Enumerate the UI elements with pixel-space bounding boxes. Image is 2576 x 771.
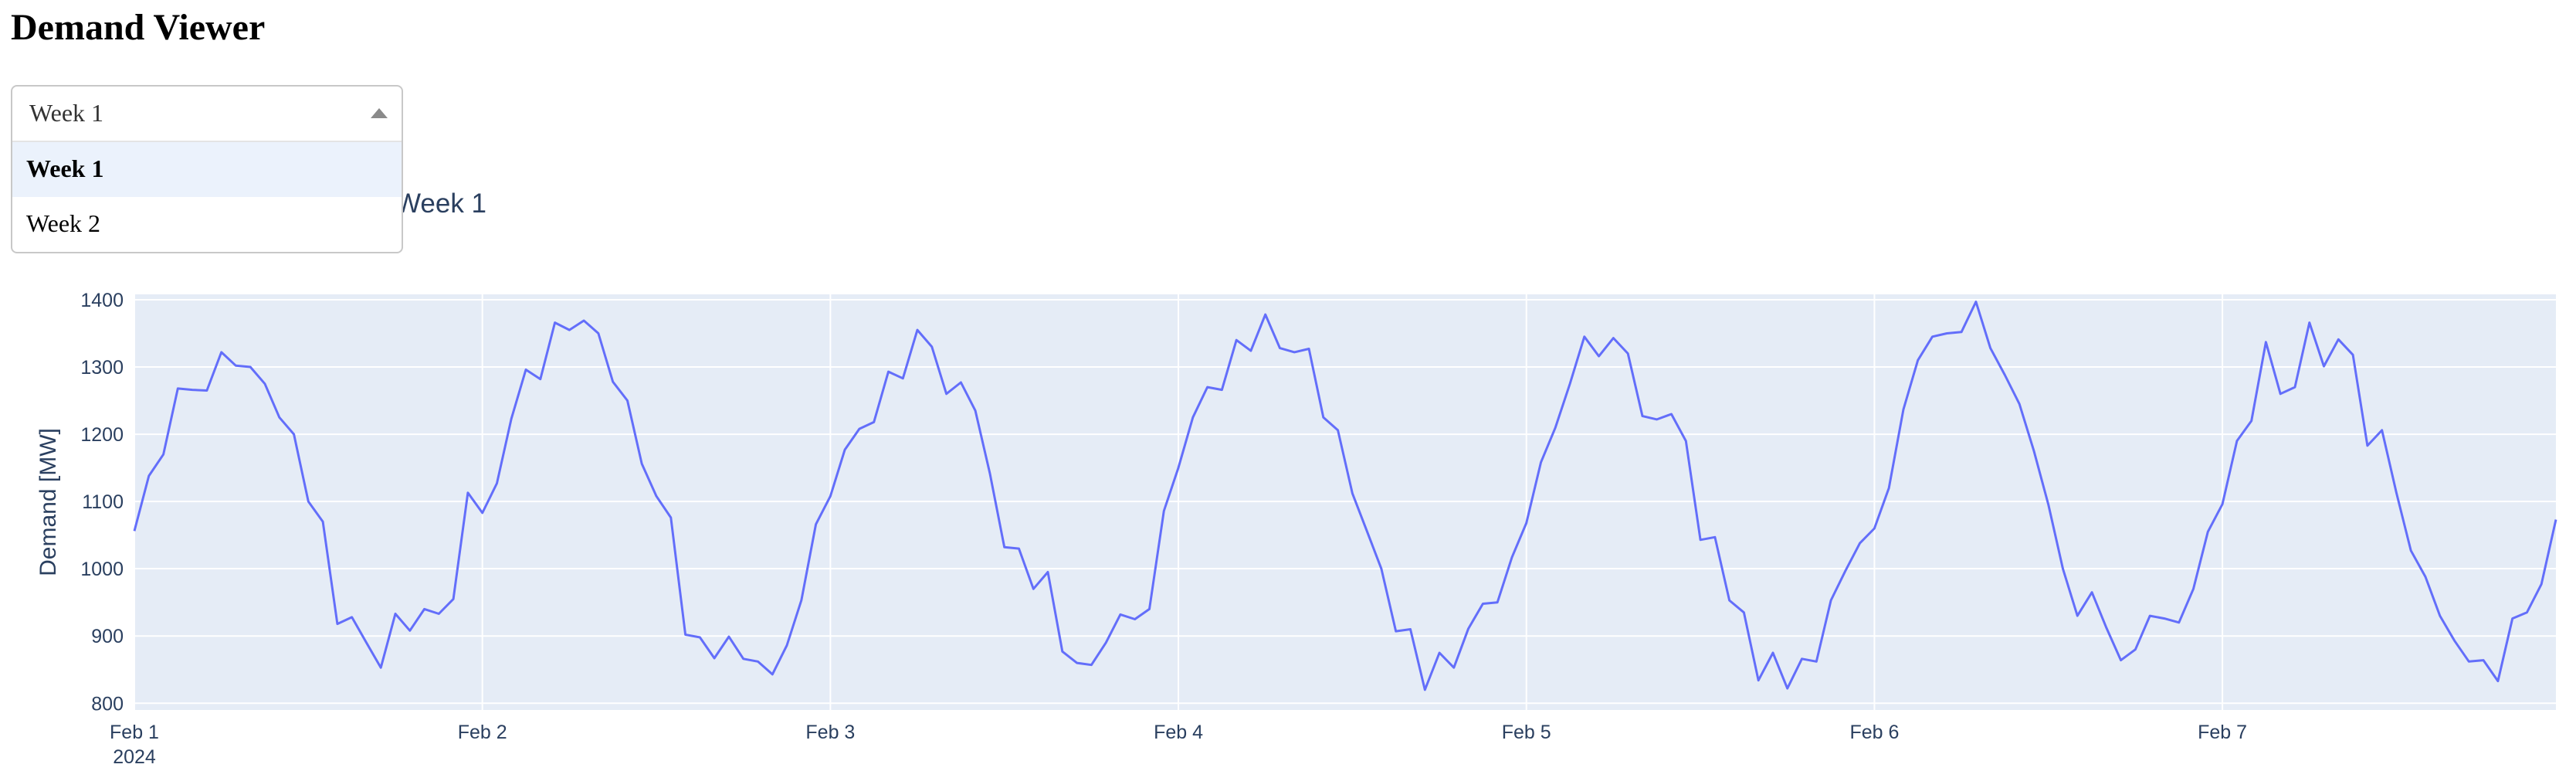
x-tick-label: Feb 6 <box>1849 722 1899 743</box>
x-gridlines <box>134 294 2224 710</box>
y-axis-ticks: 800 900 1000 1100 1200 1300 1400 <box>80 290 124 715</box>
week-dropdown[interactable]: Week 1 Week 1 Week 2 <box>11 85 403 253</box>
x-axis-ticks: Feb 1 2024 Feb 2 Feb 3 Feb 4 Feb 5 Feb 6 Feb 7 <box>110 722 2247 768</box>
dropdown-selected-value: Week 1 <box>29 99 104 127</box>
y-tick-label: 1400 <box>80 290 124 311</box>
x-tick-label: Feb 4 <box>1154 722 1203 743</box>
x-tick-label: Feb 7 <box>2198 722 2247 743</box>
x-tick-label: Feb 2 <box>458 722 507 743</box>
x-tick-label: Feb 3 <box>805 722 855 743</box>
caret-up-icon[interactable] <box>371 108 388 118</box>
x-tick-year-label: 2024 <box>113 746 156 768</box>
page-title: Demand Viewer <box>11 7 266 48</box>
y-tick-label: 1200 <box>80 424 124 446</box>
y-tick-label: 1000 <box>80 559 124 580</box>
dropdown-option-week-1[interactable]: Week 1 <box>12 142 402 197</box>
x-tick-label: Feb 5 <box>1502 722 1551 743</box>
y-tick-label: 900 <box>91 626 124 647</box>
x-tick-label: Feb 1 <box>110 722 159 743</box>
dropdown-option-label: Week 1 <box>26 155 104 182</box>
y-tick-label: 800 <box>91 693 124 715</box>
dropdown-option-label: Week 2 <box>26 209 101 237</box>
demand-series-line <box>133 301 2557 691</box>
y-tick-label: 1100 <box>82 491 124 513</box>
dropdown-control[interactable]: Week 1 <box>12 87 402 142</box>
y-tick-label: 1300 <box>80 357 124 379</box>
y-gridlines <box>134 298 2556 705</box>
chart-title: Week 1 <box>395 189 487 219</box>
dropdown-option-week-2[interactable]: Week 2 <box>12 197 402 252</box>
y-axis-title[interactable]: Demand [MW] <box>36 428 61 576</box>
